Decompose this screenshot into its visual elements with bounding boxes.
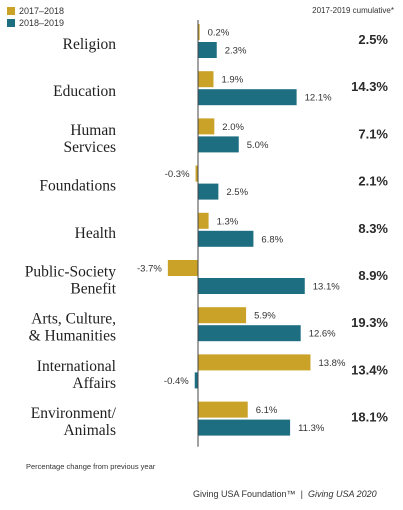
data-label: 2.5% [226, 187, 248, 198]
row-arts-culture-humanities: Arts, Culture,& Humanities 5.9% 12.6% 19.3% [29, 307, 388, 345]
category-label: Human [70, 122, 116, 139]
data-label: 13.1% [313, 282, 340, 293]
bar-2018-2019-arts-culture-humanities [198, 325, 301, 342]
data-label: 1.9% [221, 75, 243, 86]
cumulative-value: 14.3% [351, 79, 388, 94]
data-label: 5.0% [247, 140, 269, 151]
category-label: Public-Society [25, 264, 117, 281]
bar-2018-2019-human-services [198, 136, 239, 153]
bar-2017-2018-international-affairs [198, 354, 311, 371]
legend-swatch-2018-2019 [7, 19, 15, 27]
category-label: International [37, 358, 116, 375]
data-label: 13.8% [318, 358, 345, 369]
category-label: Education [53, 83, 116, 100]
bar-2017-2018-public-society-benefit [167, 260, 198, 276]
cumulative-header: 2017-2019 cumulative* [312, 6, 394, 15]
category-label: & Humanities [29, 328, 116, 345]
row-foundations: Foundations -0.3% 2.5% 2.1% [39, 165, 388, 200]
bar-2018-2019-international-affairs [194, 372, 198, 389]
category-label: Arts, Culture, [31, 311, 116, 328]
data-label: 12.1% [305, 93, 332, 104]
data-label: 6.8% [261, 234, 283, 245]
data-label: 2.3% [225, 46, 247, 57]
category-label: Environment/ [31, 405, 117, 422]
bar-2017-2018-religion [198, 24, 200, 40]
data-label: 11.3% [298, 423, 325, 434]
bar-2017-2018-arts-culture-humanities [198, 307, 247, 324]
source-publication: Giving USA 2020 [307, 489, 377, 499]
legend-label-2018-2019: 2018–2019 [19, 18, 64, 28]
footnote: Percentage change from previous year [26, 462, 156, 471]
bar-2018-2019-public-society-benefit [198, 278, 305, 294]
data-label: -0.3% [165, 169, 190, 180]
bar-2018-2019-foundations [198, 183, 219, 200]
data-label: 6.1% [256, 405, 278, 416]
category-label: Religion [63, 36, 117, 53]
bar-2018-2019-environment-animals [198, 419, 291, 436]
bar-2017-2018-foundations [195, 165, 198, 182]
category-label: Health [75, 225, 117, 242]
data-label: -3.7% [137, 264, 162, 275]
bar-2018-2019-education [198, 89, 297, 106]
data-label: 0.2% [208, 28, 230, 39]
category-label: Services [63, 139, 116, 156]
row-religion: Religion 0.2% 2.3% 2.5% [63, 24, 388, 58]
cumulative-value: 18.1% [351, 410, 388, 425]
data-label: 1.3% [217, 216, 239, 227]
cumulative-value: 8.9% [358, 268, 388, 283]
source-separator: | [300, 489, 303, 499]
category-label: Animals [63, 422, 116, 439]
legend: 2017–2018 2018–2019 [7, 6, 64, 28]
bar-2017-2018-environment-animals [198, 401, 248, 418]
bar-2018-2019-health [198, 230, 254, 247]
data-label: 2.0% [222, 122, 244, 133]
bar-2018-2019-religion [198, 42, 217, 58]
cumulative-value: 19.3% [351, 315, 388, 330]
bar-2017-2018-human-services [198, 118, 215, 135]
cumulative-value: 7.1% [358, 126, 388, 141]
data-label: -0.4% [164, 376, 189, 387]
cumulative-value: 2.1% [358, 174, 388, 189]
data-label: 5.9% [254, 311, 276, 322]
legend-swatch-2017-2018 [7, 7, 15, 15]
category-label: Benefit [70, 281, 116, 298]
data-label: 12.6% [309, 329, 336, 340]
cumulative-value: 2.5% [358, 32, 388, 47]
row-health: Health 1.3% 6.8% 8.3% [75, 212, 388, 247]
category-label: Foundations [39, 178, 116, 195]
bar-2017-2018-education [198, 71, 214, 88]
cumulative-value: 13.4% [351, 362, 388, 377]
legend-label-2017-2018: 2017–2018 [19, 6, 64, 16]
row-education: Education 1.9% 12.1% 14.3% [53, 71, 388, 106]
row-environment-animals: Environment/Animals 6.1% 11.3% 18.1% [31, 401, 388, 439]
cumulative-value: 8.3% [358, 221, 388, 236]
chart-rows: Religion 0.2% 2.3% 2.5% Education 1.9% 12.1% 14… [25, 24, 388, 439]
source-org: Giving USA Foundation™ [193, 489, 296, 499]
bar-2017-2018-health [198, 212, 209, 229]
source-line: Giving USA Foundation™ | Giving USA 2020 [193, 489, 377, 499]
category-label: Affairs [72, 375, 116, 392]
